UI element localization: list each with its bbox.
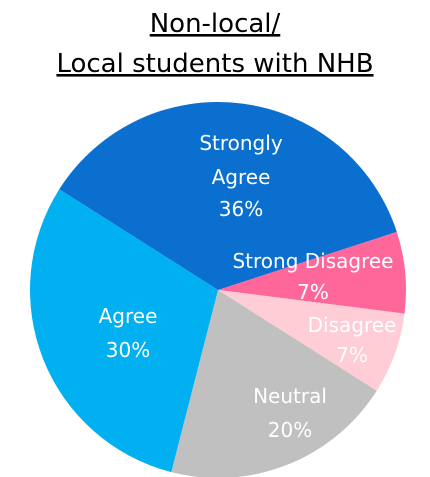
slice-value-label: 7% — [297, 280, 329, 304]
slice-value-label: 20% — [268, 418, 312, 442]
slice-value-label: 7% — [336, 343, 368, 367]
slice-label: Agree — [99, 304, 158, 328]
slice-label: Neutral — [253, 384, 327, 408]
slice-label: Strong Disagree — [232, 249, 393, 273]
chart-title: Non-local/ — [150, 9, 281, 39]
slice-label: Disagree — [308, 313, 397, 337]
pie-slice — [59, 102, 397, 290]
pie-slice — [171, 290, 377, 477]
slice-value-label: 36% — [219, 197, 263, 221]
chart-title: Local students with NHB — [56, 49, 373, 79]
pie-slice — [29, 189, 218, 473]
pie-slice — [218, 231, 406, 314]
pie-slice — [218, 290, 405, 391]
slice-label: Strongly Agree — [199, 131, 282, 189]
slice-value-label: 30% — [106, 338, 150, 362]
